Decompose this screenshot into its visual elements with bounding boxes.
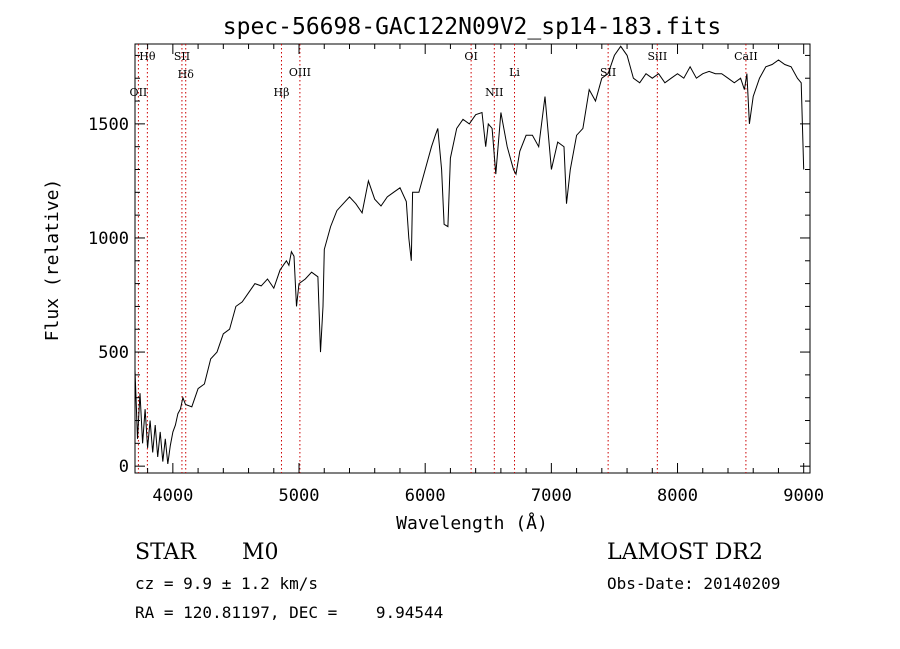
x-tick-label: 4000 [152, 486, 193, 506]
object-class: STAR [135, 540, 196, 565]
obs-date: Obs-Date: 20140209 [607, 574, 781, 593]
x-tick-label: 8000 [657, 486, 698, 506]
x-tick-label: 9000 [783, 486, 824, 506]
ra-dec: RA = 120.81197, DEC = 9.94544 [135, 603, 444, 622]
y-tick-label: 0 [119, 457, 129, 477]
spectral-line-markers [137, 44, 747, 473]
chart-title: spec-56698-GAC122N09V2_sp14-183.fits [223, 14, 722, 40]
x-axis-label: Wavelength (Å) [396, 512, 548, 534]
survey-name: LAMOST DR2 [607, 540, 763, 565]
spectrum-line [134, 45, 805, 464]
object-subclass: M0 [242, 540, 279, 565]
x-tick-label: 7000 [531, 486, 572, 506]
line-label: Hβ [274, 86, 290, 99]
plot-frame [134, 43, 811, 474]
line-label: SII [174, 50, 190, 63]
line-label: OI [464, 50, 477, 63]
line-label: CaII [734, 50, 758, 63]
line-label: SiII [647, 50, 667, 63]
y-axis-label: Flux (relative) [42, 179, 63, 342]
line-label: Hθ [139, 50, 156, 63]
axis-tick-labels: 4000 5000 6000 7000 8000 9000 0 500 1000 1500 [88, 115, 824, 506]
line-label: Hδ [178, 68, 195, 81]
y-tick-label: 500 [98, 343, 129, 363]
redshift-cz: cz = 9.9 ± 1.2 km/s [135, 574, 319, 593]
line-label: Li [509, 66, 520, 79]
line-label: NII [485, 86, 503, 99]
y-tick-label: 1000 [88, 229, 129, 249]
y-tick-label: 1500 [88, 115, 129, 135]
line-label: OIII [289, 66, 311, 79]
line-label: OII [130, 86, 148, 99]
x-tick-label: 6000 [405, 486, 446, 506]
axis-ticks [135, 44, 810, 473]
x-tick-label: 5000 [279, 486, 320, 506]
